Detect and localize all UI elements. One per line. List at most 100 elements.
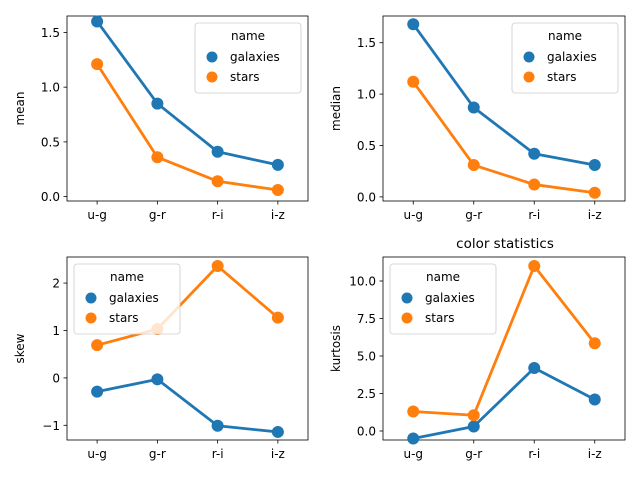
x-tick-label: u-g: [403, 447, 423, 461]
x-tick-label: g-r: [149, 447, 166, 461]
y-tick-label: −1: [42, 419, 60, 433]
data-point-galaxies: [91, 15, 104, 28]
legend-label-galaxies: galaxies: [109, 291, 159, 305]
legend-label-stars: stars: [547, 70, 577, 84]
legend-label-stars: stars: [109, 311, 139, 325]
subplot-kurtosis: u-g g-r r-i i-z 0.0 2.5 5.0 7.5 10.0 kurtosis name…: [329, 256, 626, 461]
legend-label-stars: stars: [425, 311, 455, 325]
data-point-stars: [271, 311, 284, 324]
data-point-stars: [588, 186, 601, 199]
subplot-median: u-g g-r r-i i-z 0.0 0.5 1.0 1.5 median name galaxi…: [329, 15, 626, 222]
y-tick-label: 0.5: [41, 135, 60, 149]
data-point-galaxies: [528, 362, 541, 374]
legend-title: name: [426, 270, 460, 284]
series-line-galaxies: [96, 377, 279, 434]
legend-title: name: [548, 29, 582, 43]
legend-marker-stars: [206, 71, 218, 83]
y-tick-label: 1.5: [357, 36, 376, 50]
legend-box: [389, 263, 497, 335]
data-point-galaxies: [407, 18, 420, 31]
y-axis-label: skew: [13, 333, 27, 363]
x-tick-label: u-g: [87, 208, 107, 222]
axes-frame: [382, 256, 626, 441]
data-point-stars: [211, 175, 224, 188]
y-axis-label: median: [329, 86, 343, 131]
x-tick-label: r-i: [528, 208, 540, 222]
data-point-stars: [91, 58, 104, 71]
data-point-galaxies: [271, 158, 284, 171]
x-tick-label: g-r: [465, 208, 482, 222]
legend-label-galaxies: galaxies: [425, 291, 475, 305]
subplot-skew: u-g g-r r-i i-z −1 0 1 2 skew name galaxies stars: [13, 256, 309, 461]
y-tick-label: 1.5: [41, 26, 60, 40]
data-point-galaxies: [151, 97, 164, 110]
series-line-galaxies: [412, 366, 596, 440]
data-point-galaxies: [271, 425, 284, 438]
data-point-galaxies: [211, 145, 224, 158]
legend-marker-stars: [85, 312, 97, 324]
x-tick-label: i-z: [271, 208, 285, 222]
y-tick-label: 2: [52, 277, 60, 291]
data-point-galaxies: [407, 432, 420, 445]
axes-frame: [382, 15, 626, 202]
series-line-stars: [413, 264, 596, 417]
x-tick-label: i-z: [588, 208, 602, 222]
legend-box: [194, 22, 302, 94]
legend-marker-stars: [523, 71, 535, 83]
y-tick-label: 0.5: [357, 139, 376, 153]
y-tick-label: 5.0: [357, 350, 376, 364]
legend-label-galaxies: galaxies: [230, 50, 280, 64]
data-point-stars: [467, 409, 480, 422]
data-point-stars: [467, 159, 480, 172]
data-point-galaxies: [588, 159, 601, 172]
data-point-stars: [528, 260, 541, 272]
legend-box: [511, 22, 619, 94]
legend: name galaxies stars: [194, 22, 302, 94]
figure-title: color statistics: [456, 236, 554, 252]
data-point-stars: [91, 339, 104, 352]
axes-frame: [66, 256, 309, 441]
y-axis-label: mean: [13, 91, 27, 125]
data-point-stars: [407, 75, 420, 88]
data-point-stars: [588, 337, 601, 350]
legend-marker-galaxies: [206, 51, 218, 63]
legend-marker-galaxies: [523, 51, 535, 63]
series-line-stars: [412, 80, 595, 195]
x-tick-label: u-g: [403, 208, 423, 222]
panels: u-g g-r r-i i-z 0.0 0.5 1.0 1.5 mean name galaxies…: [13, 15, 626, 461]
y-tick-label: 1: [52, 324, 60, 338]
legend-marker-galaxies: [85, 292, 97, 304]
x-tick-label: g-r: [149, 208, 166, 222]
data-point-stars: [271, 184, 284, 197]
y-axis-label: kurtosis: [329, 325, 343, 372]
data-point-stars: [151, 151, 164, 164]
x-tick-label: i-z: [588, 447, 602, 461]
x-tick-label: r-i: [528, 447, 540, 461]
x-tick-label: r-i: [212, 447, 224, 461]
y-tick-label: 7.5: [357, 312, 376, 326]
x-tick-label: r-i: [212, 208, 224, 222]
series-line-stars: [96, 264, 279, 347]
series-line-galaxies: [96, 20, 279, 167]
data-point-galaxies: [211, 419, 224, 432]
legend-title: name: [110, 270, 144, 284]
data-point-stars: [407, 405, 420, 418]
data-point-galaxies: [467, 420, 480, 433]
axes-frame: [66, 15, 309, 202]
x-tick-label: i-z: [271, 447, 285, 461]
legend: name galaxies stars: [73, 263, 181, 335]
legend-label-galaxies: galaxies: [547, 50, 597, 64]
series-line-stars: [95, 63, 279, 192]
legend-label-stars: stars: [230, 70, 260, 84]
legend: name galaxies stars: [511, 22, 619, 94]
data-point-galaxies: [588, 393, 601, 406]
y-tick-label: 2.5: [357, 387, 376, 401]
y-tick-label: 0.0: [41, 190, 60, 204]
y-tick-label: 0.0: [357, 190, 376, 204]
x-tick-label: g-r: [465, 447, 482, 461]
x-tick-label: u-g: [87, 447, 107, 461]
data-point-galaxies: [151, 373, 164, 386]
y-tick-label: 10.0: [349, 275, 376, 289]
y-tick-label: 1.0: [41, 81, 60, 95]
